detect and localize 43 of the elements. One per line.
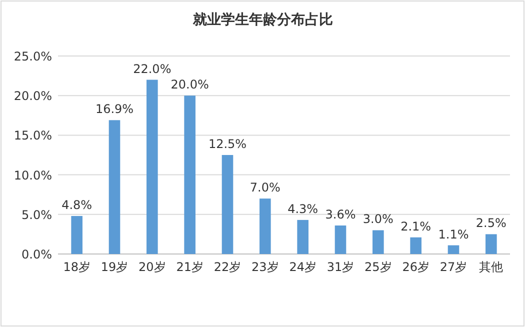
bar xyxy=(297,220,308,254)
data-label: 2.1% xyxy=(400,219,432,234)
x-tick-label: 21岁 xyxy=(176,260,204,274)
x-tick-label: 23岁 xyxy=(252,260,279,274)
bar xyxy=(410,237,422,254)
data-label: 16.9% xyxy=(95,102,134,116)
data-label: 4.8% xyxy=(62,198,92,212)
bar xyxy=(71,216,82,254)
x-tick-label: 其他 xyxy=(479,260,504,274)
x-tick-label: 26岁 xyxy=(402,260,430,274)
x-tick-label: 18岁 xyxy=(63,260,90,274)
bar xyxy=(486,234,497,254)
x-tick-label: 27岁 xyxy=(440,260,468,274)
data-label: 2.5% xyxy=(476,216,506,230)
bar xyxy=(260,198,271,254)
bar xyxy=(372,230,384,254)
x-tick-label: 19岁 xyxy=(100,260,128,274)
data-label: 4.3% xyxy=(288,202,318,216)
data-label: 3.0% xyxy=(362,212,394,226)
y-tick-label: 25.0% xyxy=(14,50,52,64)
x-tick-label: 25岁 xyxy=(364,260,392,274)
x-tick-label: 24岁 xyxy=(289,260,316,274)
x-tick-label: 20岁 xyxy=(138,260,166,274)
x-tick-label: 22岁 xyxy=(214,260,242,274)
data-label: 22.0% xyxy=(133,62,172,76)
data-label: 20.0% xyxy=(170,78,209,92)
bar xyxy=(222,155,234,254)
bar xyxy=(108,120,120,254)
y-tick-label: 15.0% xyxy=(14,128,52,143)
data-label: 7.0% xyxy=(250,180,280,195)
x-tick-label: 31岁 xyxy=(326,260,354,274)
bar xyxy=(334,225,346,254)
y-tick-label: 20.0% xyxy=(14,89,52,104)
data-label: 3.6% xyxy=(325,207,356,222)
chart-title: 就业学生年龄分布占比 xyxy=(192,12,333,28)
y-tick-label: 10.0% xyxy=(14,168,52,182)
data-label: 12.5% xyxy=(208,137,247,151)
y-tick-label: 5.0% xyxy=(22,208,52,222)
bar xyxy=(184,96,196,254)
bar xyxy=(448,245,460,254)
bar xyxy=(146,80,158,254)
data-label: 1.1% xyxy=(438,227,469,242)
y-tick-label: 0.0% xyxy=(22,248,52,262)
